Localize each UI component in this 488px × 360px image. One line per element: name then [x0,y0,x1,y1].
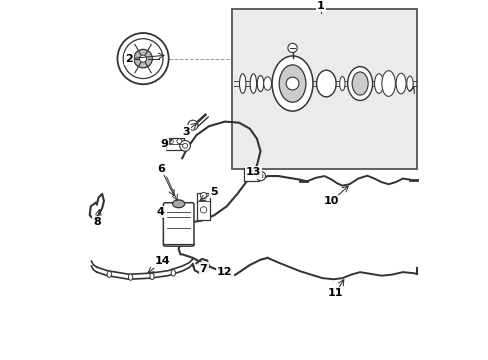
FancyBboxPatch shape [232,9,416,169]
Ellipse shape [339,76,345,91]
Text: 2: 2 [125,54,132,64]
Text: 11: 11 [327,288,342,298]
Ellipse shape [172,200,184,208]
Ellipse shape [374,74,383,93]
Ellipse shape [257,76,263,91]
Ellipse shape [316,70,335,97]
Text: 13: 13 [245,167,261,177]
Ellipse shape [171,270,175,276]
Ellipse shape [128,274,133,280]
Circle shape [117,33,168,84]
Ellipse shape [271,56,312,111]
Circle shape [285,77,298,90]
Text: 8: 8 [93,217,101,227]
FancyBboxPatch shape [244,168,259,181]
Circle shape [168,139,173,144]
Text: 14: 14 [155,256,170,266]
FancyBboxPatch shape [197,193,209,220]
Circle shape [200,193,206,199]
Circle shape [258,174,263,178]
Ellipse shape [395,73,405,94]
Text: 12: 12 [217,267,232,277]
Circle shape [187,120,198,130]
Text: 10: 10 [324,196,339,206]
Ellipse shape [239,74,245,93]
Circle shape [256,171,265,181]
Circle shape [287,43,297,53]
Text: 7: 7 [199,264,207,274]
Ellipse shape [263,77,271,90]
Circle shape [134,49,152,68]
Circle shape [139,55,146,62]
Text: 5: 5 [210,187,218,197]
Circle shape [123,39,163,78]
Ellipse shape [250,74,256,93]
Circle shape [200,207,206,213]
Ellipse shape [279,65,305,102]
Ellipse shape [406,76,412,91]
Ellipse shape [381,71,395,96]
Circle shape [182,143,187,148]
Text: 3: 3 [182,127,189,136]
Circle shape [245,169,250,174]
FancyBboxPatch shape [163,203,194,246]
FancyBboxPatch shape [166,138,183,150]
Text: 6: 6 [157,164,164,174]
Ellipse shape [347,67,372,100]
Circle shape [252,169,257,174]
Ellipse shape [107,271,111,278]
Text: 4: 4 [157,207,164,217]
Text: 9: 9 [160,139,168,149]
Circle shape [177,139,182,144]
Circle shape [180,140,190,151]
Ellipse shape [351,72,367,95]
Ellipse shape [149,273,154,280]
Text: 1: 1 [317,1,324,11]
